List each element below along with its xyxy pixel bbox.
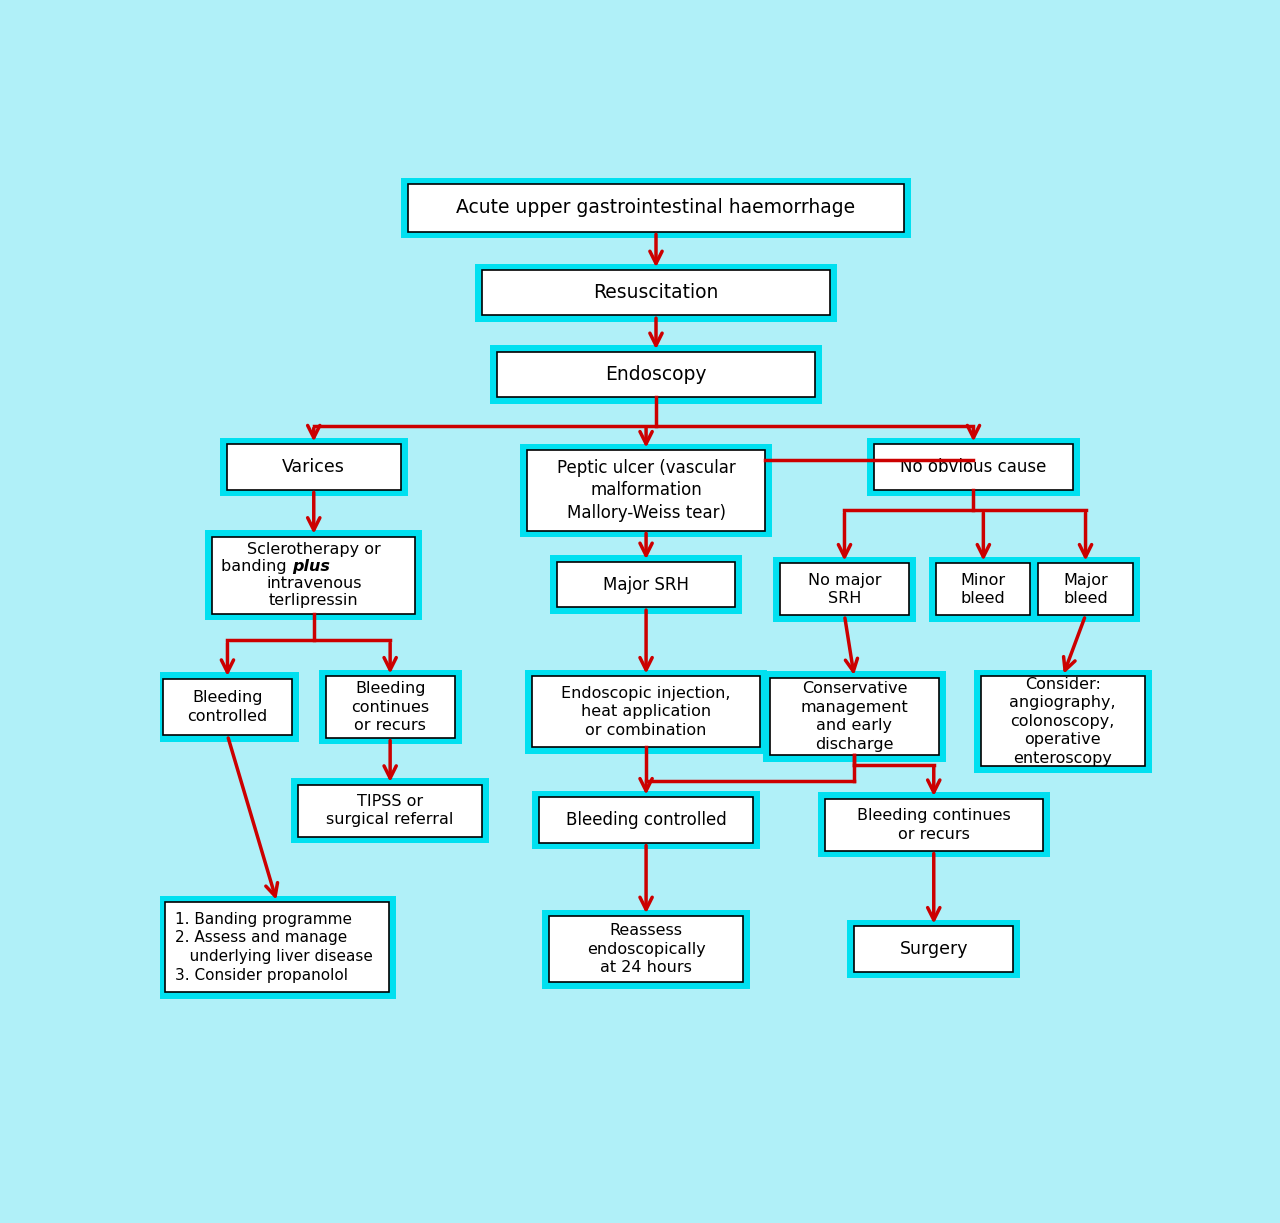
FancyBboxPatch shape (847, 920, 1020, 978)
Text: intravenous: intravenous (266, 576, 361, 591)
FancyBboxPatch shape (980, 676, 1144, 766)
Text: Bleeding
continues
or recurs: Bleeding continues or recurs (351, 681, 429, 733)
FancyBboxPatch shape (780, 564, 909, 615)
FancyBboxPatch shape (543, 910, 750, 988)
Text: Acute upper gastrointestinal haemorrhage: Acute upper gastrointestinal haemorrhage (457, 198, 855, 218)
FancyBboxPatch shape (520, 444, 772, 537)
Text: Minor
bleed: Minor bleed (961, 572, 1006, 607)
FancyBboxPatch shape (557, 563, 736, 608)
Text: No obvious cause: No obvious cause (900, 457, 1047, 476)
FancyBboxPatch shape (325, 676, 454, 737)
FancyBboxPatch shape (483, 270, 829, 316)
Text: Varices: Varices (283, 457, 346, 476)
FancyBboxPatch shape (818, 793, 1050, 857)
Text: banding: banding (221, 559, 292, 574)
FancyBboxPatch shape (532, 676, 760, 747)
FancyBboxPatch shape (532, 791, 759, 849)
Text: terlipressin: terlipressin (269, 593, 358, 609)
FancyBboxPatch shape (408, 185, 904, 231)
FancyBboxPatch shape (490, 345, 822, 404)
Text: Peptic ulcer (vascular
malformation
Mallory-Weiss tear): Peptic ulcer (vascular malformation Mall… (557, 460, 736, 522)
Text: Conservative
management
and early
discharge: Conservative management and early discha… (800, 681, 909, 752)
Text: 1. Banding programme
2. Assess and manage
   underlying liver disease
3. Conside: 1. Banding programme 2. Assess and manag… (175, 912, 374, 982)
FancyBboxPatch shape (855, 927, 1014, 972)
Text: Major SRH: Major SRH (603, 576, 689, 593)
Text: plus: plus (292, 559, 330, 574)
FancyBboxPatch shape (292, 778, 489, 843)
FancyBboxPatch shape (525, 670, 767, 753)
Text: TIPSS or
surgical referral: TIPSS or surgical referral (326, 794, 454, 828)
FancyBboxPatch shape (163, 679, 292, 735)
FancyBboxPatch shape (929, 556, 1037, 621)
FancyBboxPatch shape (227, 444, 401, 489)
FancyBboxPatch shape (165, 903, 389, 992)
FancyBboxPatch shape (220, 438, 407, 497)
FancyBboxPatch shape (763, 671, 946, 762)
FancyBboxPatch shape (401, 177, 911, 238)
FancyBboxPatch shape (212, 537, 416, 614)
Text: Reassess
endoscopically
at 24 hours: Reassess endoscopically at 24 hours (586, 923, 705, 975)
FancyBboxPatch shape (527, 450, 765, 531)
Text: Major
bleed: Major bleed (1064, 572, 1108, 607)
FancyBboxPatch shape (824, 799, 1043, 851)
FancyBboxPatch shape (497, 352, 814, 397)
Text: Resuscitation: Resuscitation (594, 284, 718, 302)
Text: Endoscopy: Endoscopy (605, 366, 707, 384)
FancyBboxPatch shape (550, 555, 742, 614)
Text: Consider:
angiography,
colonoscopy,
operative
enteroscopy: Consider: angiography, colonoscopy, oper… (1010, 676, 1116, 766)
FancyBboxPatch shape (159, 896, 396, 998)
FancyBboxPatch shape (868, 438, 1079, 497)
FancyBboxPatch shape (549, 916, 742, 982)
Text: Bleeding continues
or recurs: Bleeding continues or recurs (856, 808, 1011, 841)
Text: Surgery: Surgery (900, 940, 968, 958)
Text: Sclerotherapy or: Sclerotherapy or (247, 542, 380, 556)
FancyBboxPatch shape (156, 673, 300, 742)
FancyBboxPatch shape (205, 530, 422, 620)
FancyBboxPatch shape (298, 785, 481, 837)
FancyBboxPatch shape (1032, 556, 1139, 621)
Text: Endoscopic injection,
heat application
or combination: Endoscopic injection, heat application o… (562, 686, 731, 737)
FancyBboxPatch shape (974, 670, 1152, 773)
FancyBboxPatch shape (773, 556, 916, 621)
FancyBboxPatch shape (874, 444, 1073, 489)
Text: No major
SRH: No major SRH (808, 572, 881, 607)
FancyBboxPatch shape (319, 670, 462, 745)
FancyBboxPatch shape (1038, 564, 1133, 615)
FancyBboxPatch shape (539, 797, 753, 843)
Text: Bleeding
controlled: Bleeding controlled (187, 690, 268, 724)
Text: Bleeding controlled: Bleeding controlled (566, 811, 727, 829)
FancyBboxPatch shape (475, 263, 837, 322)
FancyBboxPatch shape (936, 564, 1030, 615)
FancyBboxPatch shape (771, 678, 938, 755)
